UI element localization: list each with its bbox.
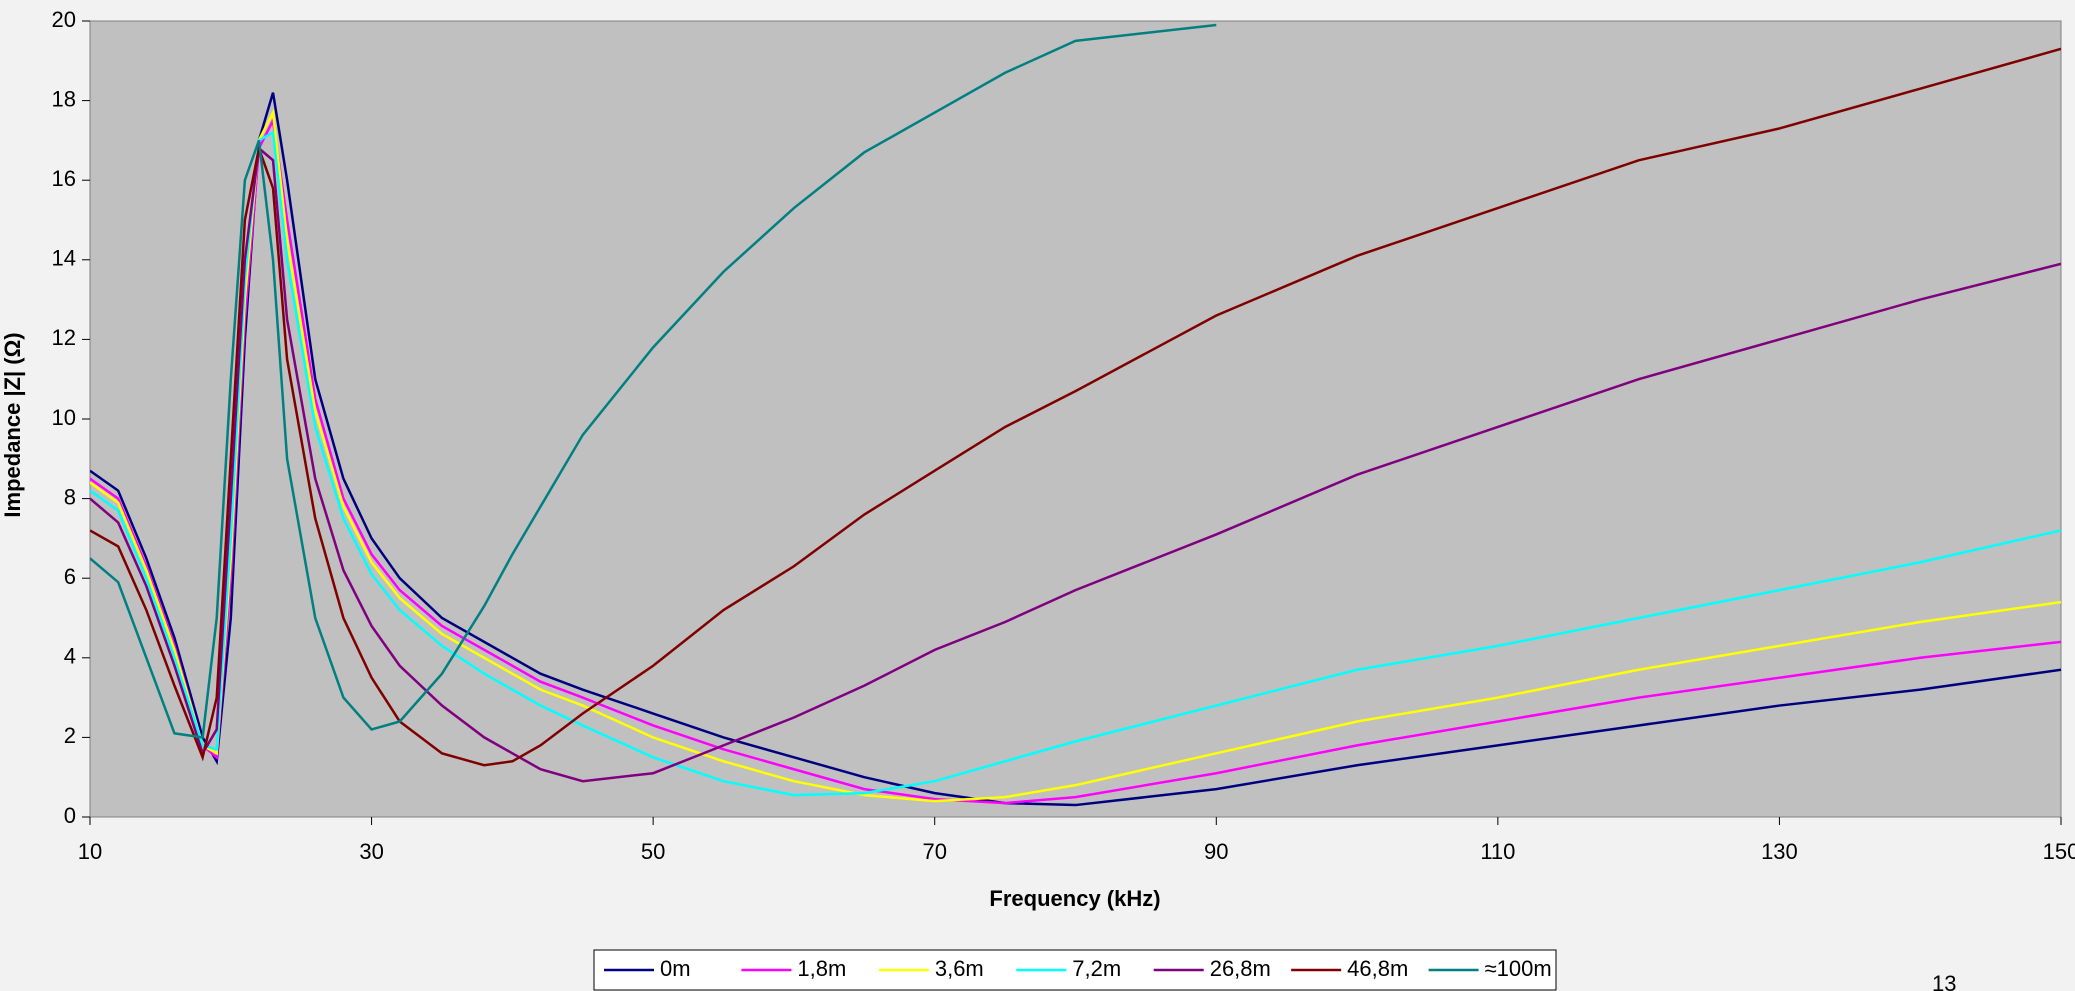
- legend-label: ≈100m: [1485, 956, 1552, 981]
- legend-label: 46,8m: [1347, 956, 1408, 981]
- x-axis-label: Frequency (kHz): [989, 886, 1160, 911]
- y-tick-label: 6: [64, 564, 76, 589]
- y-tick-label: 2: [64, 723, 76, 748]
- legend-label: 3,6m: [935, 956, 984, 981]
- y-tick-label: 16: [52, 166, 76, 191]
- legend-label: 1,8m: [797, 956, 846, 981]
- x-tick-label: 130: [1761, 839, 1798, 864]
- y-tick-label: 20: [52, 7, 76, 32]
- legend-label: 0m: [660, 956, 691, 981]
- series-line: [90, 92, 2061, 807]
- legend-label: 26,8m: [1210, 956, 1271, 981]
- x-tick-label: 90: [1204, 839, 1228, 864]
- y-axis-label: Impedance |Z| (Ω): [0, 332, 25, 517]
- y-tick-label: 18: [52, 86, 76, 111]
- y-tick-label: 14: [52, 246, 76, 271]
- series-line: [90, 145, 2061, 783]
- x-tick-label: 150: [2043, 839, 2075, 864]
- y-tick-label: 0: [64, 803, 76, 828]
- y-tick-label: 4: [64, 644, 76, 669]
- x-tick-label: 110: [1480, 839, 1515, 864]
- x-tick-label: 10: [78, 839, 102, 864]
- series-line: [90, 130, 2061, 797]
- x-tick-label: 50: [641, 839, 665, 864]
- y-tick-label: 10: [52, 405, 76, 430]
- y-tick-label: 12: [52, 325, 76, 350]
- series-line: [90, 23, 1217, 739]
- legend-label: 7,2m: [1072, 956, 1121, 981]
- page-number: 13: [1932, 971, 1956, 991]
- x-tick-label: 30: [359, 839, 383, 864]
- x-tick-label: 70: [922, 839, 946, 864]
- series-line: [90, 47, 2061, 767]
- y-tick-label: 8: [64, 484, 76, 509]
